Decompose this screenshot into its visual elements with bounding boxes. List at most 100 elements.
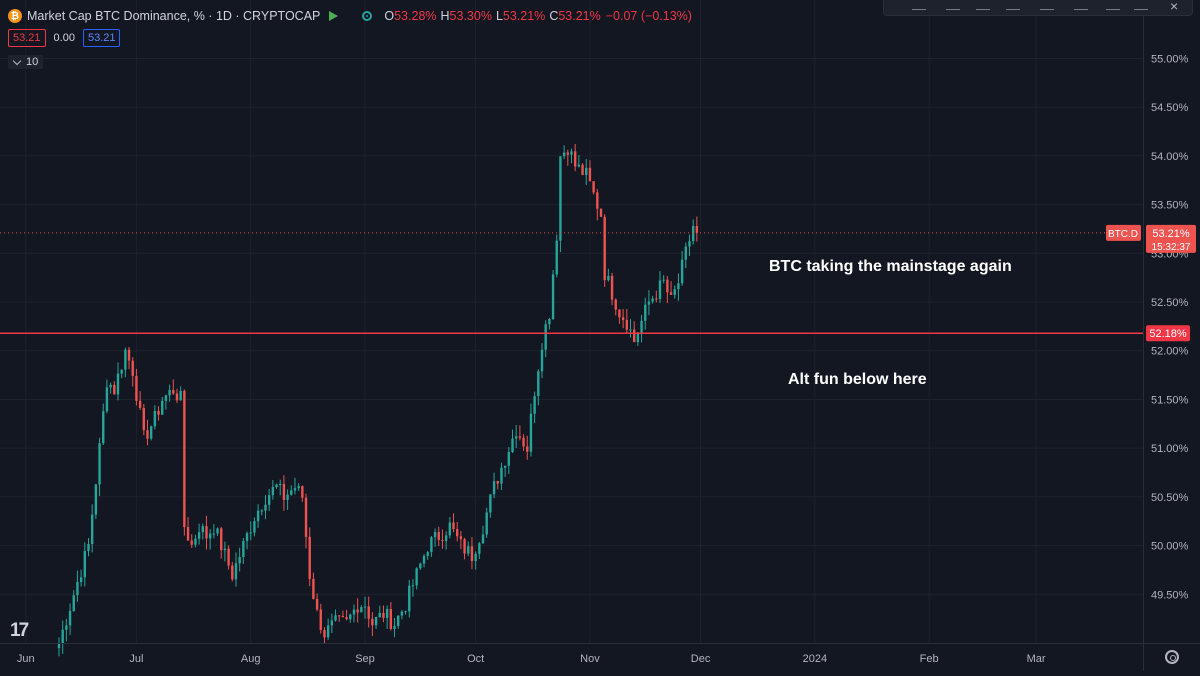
candle-body[interactable] (669, 292, 673, 295)
candle-body[interactable] (411, 585, 415, 587)
market-status-icon[interactable] (362, 11, 373, 21)
drawing-toolbar[interactable]: × (883, 0, 1193, 16)
candle-body[interactable] (647, 301, 651, 305)
candle-body[interactable] (614, 299, 617, 310)
candle-body[interactable] (315, 598, 319, 610)
candle-body[interactable] (415, 568, 418, 586)
candle-body[interactable] (286, 494, 289, 500)
candle-body[interactable] (688, 241, 691, 247)
candle-body[interactable] (349, 614, 352, 620)
candle-body[interactable] (459, 536, 463, 540)
candle-body[interactable] (511, 438, 514, 453)
candle-body[interactable] (360, 607, 363, 613)
candle-body[interactable] (374, 617, 378, 626)
candle-body[interactable] (419, 563, 422, 569)
candle-body[interactable] (271, 487, 275, 496)
candle-body[interactable] (57, 643, 61, 649)
candle-body[interactable] (677, 283, 680, 290)
candle-body[interactable] (426, 552, 429, 556)
candle-body[interactable] (673, 289, 676, 295)
lock-icon[interactable] (1006, 0, 1020, 10)
candle-body[interactable] (363, 606, 367, 608)
candle-body[interactable] (448, 522, 452, 536)
candle-body[interactable] (142, 407, 145, 431)
candle-body[interactable] (577, 164, 581, 167)
candle-body[interactable] (492, 481, 496, 495)
candle-body[interactable] (636, 333, 640, 343)
candle-body[interactable] (102, 411, 105, 444)
candle-body[interactable] (79, 577, 83, 582)
candle-body[interactable] (452, 522, 455, 530)
candle-body[interactable] (164, 395, 168, 401)
pencil-icon[interactable] (1040, 0, 1054, 10)
candle-body[interactable] (433, 532, 437, 538)
candle-body[interactable] (308, 536, 311, 579)
candle-body[interactable] (312, 578, 315, 599)
candle-body[interactable] (503, 465, 507, 468)
candle-body[interactable] (175, 393, 179, 401)
candle-body[interactable] (326, 625, 330, 638)
candle-body[interactable] (632, 329, 636, 343)
candle-body[interactable] (662, 279, 665, 281)
candle-body[interactable] (304, 497, 308, 537)
candle-body[interactable] (338, 615, 341, 617)
candle-body[interactable] (570, 151, 573, 155)
candle-body[interactable] (655, 298, 658, 300)
candle-body[interactable] (441, 539, 444, 541)
candle-body[interactable] (559, 156, 562, 241)
candle-body[interactable] (367, 606, 370, 619)
candle-body[interactable] (116, 373, 120, 395)
candle-body[interactable] (223, 548, 227, 551)
candle-body[interactable] (293, 488, 297, 491)
candle-body[interactable] (581, 164, 584, 175)
candle-body[interactable] (463, 539, 466, 554)
candle-body[interactable] (551, 274, 555, 320)
candle-body[interactable] (610, 275, 614, 300)
candle-body[interactable] (345, 617, 348, 620)
candle-body[interactable] (113, 384, 116, 395)
candle-body[interactable] (562, 152, 566, 157)
candle-body[interactable] (500, 467, 503, 484)
candle-body[interactable] (168, 389, 171, 396)
candle-body[interactable] (197, 532, 201, 539)
candle-body[interactable] (227, 548, 230, 566)
candle-body[interactable] (231, 565, 234, 580)
candle-body[interactable] (540, 349, 544, 372)
flag-icon[interactable] (329, 11, 339, 21)
close-icon[interactable]: × (1170, 0, 1179, 14)
candle-body[interactable] (640, 320, 643, 334)
candle-body[interactable] (408, 585, 411, 612)
candle-body[interactable] (105, 387, 109, 412)
buy-price-box[interactable]: 53.21 (82, 29, 121, 47)
candle-body[interactable] (256, 510, 260, 522)
candle-body[interactable] (378, 612, 381, 618)
candle-body[interactable] (430, 537, 433, 553)
candle-body[interactable] (585, 167, 588, 175)
candle-body[interactable] (666, 279, 669, 293)
candle-body[interactable] (629, 329, 632, 331)
candle-body[interactable] (588, 167, 592, 182)
candle-body[interactable] (573, 151, 577, 167)
candle-body[interactable] (161, 400, 164, 415)
candle-body[interactable] (282, 484, 286, 500)
candle-body[interactable] (323, 629, 326, 638)
candle-body[interactable] (179, 390, 182, 401)
candle-body[interactable] (621, 317, 625, 321)
candle-body[interactable] (264, 504, 267, 511)
candle-body[interactable] (109, 384, 112, 388)
candle-body[interactable] (157, 410, 160, 415)
candle-body[interactable] (135, 375, 138, 401)
candle-body[interactable] (599, 208, 603, 217)
candle-body[interactable] (172, 389, 175, 394)
candle-body[interactable] (65, 625, 68, 630)
candle-body[interactable] (234, 563, 238, 580)
candle-body[interactable] (183, 390, 186, 528)
candle-body[interactable] (356, 609, 359, 613)
candle-body[interactable] (607, 275, 610, 281)
candle-body[interactable] (260, 510, 263, 512)
candle-body[interactable] (72, 595, 75, 611)
candle-body[interactable] (153, 410, 157, 427)
candle-body[interactable] (695, 226, 699, 233)
candle-body[interactable] (489, 494, 492, 513)
